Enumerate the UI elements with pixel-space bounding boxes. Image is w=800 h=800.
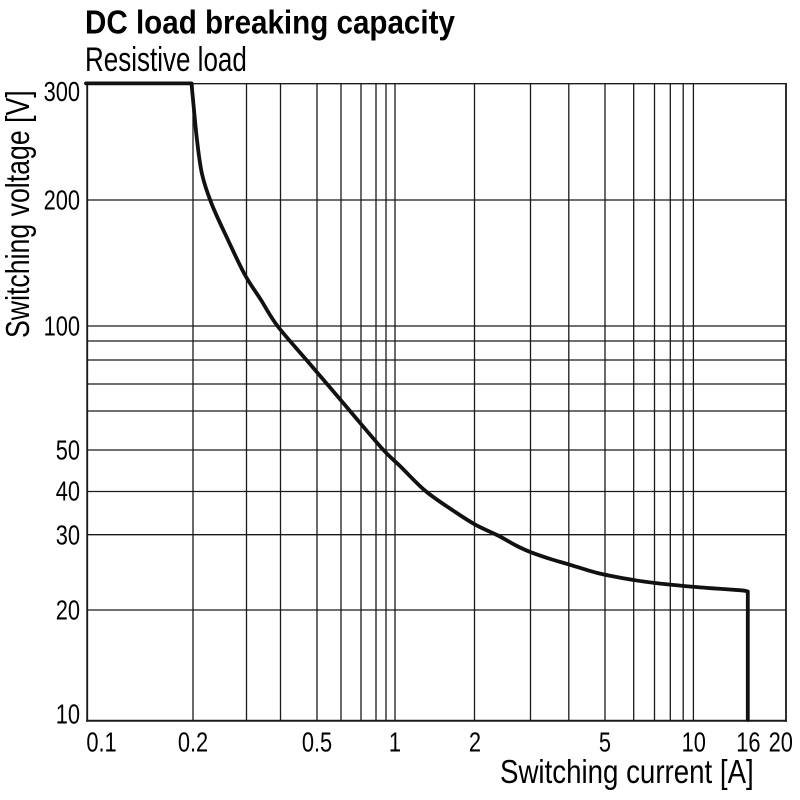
svg-text:100: 100 bbox=[44, 311, 80, 342]
svg-text:30: 30 bbox=[56, 520, 80, 551]
svg-text:Switching voltage [V]: Switching voltage [V] bbox=[0, 90, 36, 338]
svg-text:10: 10 bbox=[682, 727, 706, 758]
svg-text:20: 20 bbox=[56, 595, 80, 626]
svg-text:1: 1 bbox=[389, 727, 401, 758]
svg-text:50: 50 bbox=[56, 435, 80, 466]
svg-text:Switching current [A]: Switching current [A] bbox=[500, 754, 754, 791]
svg-text:200: 200 bbox=[44, 185, 80, 216]
svg-text:Resistive load: Resistive load bbox=[85, 42, 247, 79]
svg-text:0.5: 0.5 bbox=[302, 727, 332, 758]
svg-text:0.1: 0.1 bbox=[86, 727, 116, 758]
svg-text:DC load breaking capacity: DC load breaking capacity bbox=[85, 4, 455, 41]
svg-text:10: 10 bbox=[56, 699, 80, 730]
svg-text:16: 16 bbox=[736, 727, 760, 758]
svg-text:20: 20 bbox=[769, 727, 793, 758]
svg-text:0.2: 0.2 bbox=[178, 727, 208, 758]
svg-text:5: 5 bbox=[599, 727, 611, 758]
svg-text:40: 40 bbox=[56, 476, 80, 507]
svg-text:2: 2 bbox=[469, 727, 481, 758]
svg-text:300: 300 bbox=[44, 76, 80, 107]
